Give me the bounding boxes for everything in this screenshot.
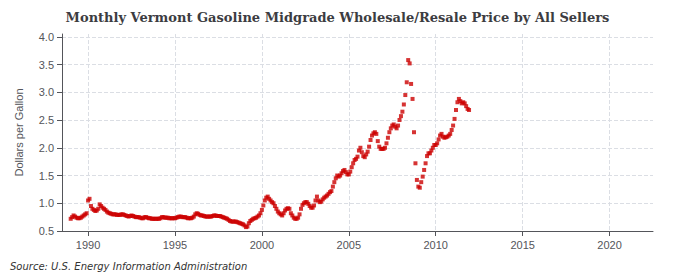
svg-text:1995: 1995 bbox=[163, 239, 187, 251]
svg-text:3.0: 3.0 bbox=[39, 86, 54, 98]
svg-text:3.5: 3.5 bbox=[39, 59, 54, 71]
svg-text:2010: 2010 bbox=[423, 239, 447, 251]
svg-text:Dollars per Gallon: Dollars per Gallon bbox=[13, 88, 25, 176]
svg-text:2.0: 2.0 bbox=[39, 142, 54, 154]
svg-text:2020: 2020 bbox=[597, 239, 621, 251]
svg-text:4.0: 4.0 bbox=[39, 31, 54, 43]
svg-text:2015: 2015 bbox=[510, 239, 534, 251]
svg-text:Monthly Vermont Gasoline Midgr: Monthly Vermont Gasoline Midgrade Wholes… bbox=[66, 10, 610, 25]
svg-text:Source: U.S. Energy Informatio: Source: U.S. Energy Information Administ… bbox=[10, 261, 247, 272]
svg-text:2.5: 2.5 bbox=[39, 114, 54, 126]
svg-text:1990: 1990 bbox=[76, 239, 100, 251]
svg-text:1.0: 1.0 bbox=[39, 197, 54, 209]
svg-text:2005: 2005 bbox=[337, 239, 361, 251]
svg-text:2000: 2000 bbox=[250, 239, 274, 251]
svg-text:0.5: 0.5 bbox=[39, 225, 54, 237]
svg-text:1.5: 1.5 bbox=[39, 170, 54, 182]
